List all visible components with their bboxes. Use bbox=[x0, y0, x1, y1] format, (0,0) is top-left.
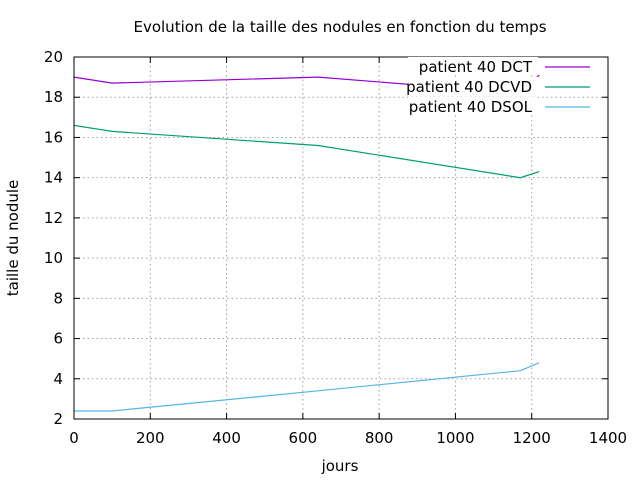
legend-label-2: patient 40 DCVD bbox=[406, 78, 532, 96]
y-tick-label: 18 bbox=[44, 88, 63, 106]
x-tick-label: 1200 bbox=[513, 429, 551, 447]
legend: patient 40 DCT patient 40 DCVD patient 40 … bbox=[406, 57, 590, 116]
y-tick-label: 16 bbox=[44, 128, 63, 146]
legend-entry-background bbox=[408, 97, 538, 115]
y-tick-label: 8 bbox=[53, 289, 63, 307]
y-tick-label: 4 bbox=[53, 370, 63, 388]
series-line-2 bbox=[73, 124, 540, 179]
legend-label-3: patient 40 DSOL bbox=[409, 98, 533, 116]
x-axis-label: jours bbox=[321, 457, 359, 475]
y-tick-label: 2 bbox=[53, 410, 63, 428]
y-tick-labels: 2 4 6 8 10 12 14 16 18 20 bbox=[44, 48, 63, 428]
y-tick-label: 6 bbox=[53, 330, 63, 348]
x-tick-label: 1000 bbox=[436, 429, 474, 447]
legend-label-1: patient 40 DCT bbox=[419, 58, 533, 76]
x-tick-label: 400 bbox=[212, 429, 241, 447]
grid bbox=[74, 57, 608, 419]
x-tick-labels: 0 200 400 600 800 1000 1200 1400 bbox=[69, 429, 627, 447]
x-tick-label: 0 bbox=[69, 429, 79, 447]
chart-title: Evolution de la taille des nodules en fo… bbox=[133, 18, 546, 36]
y-tick-label: 14 bbox=[44, 169, 63, 187]
legend-entry-background bbox=[408, 77, 538, 95]
x-tick-label: 600 bbox=[289, 429, 318, 447]
y-tick-label: 12 bbox=[44, 209, 63, 227]
y-tick-label: 20 bbox=[44, 48, 63, 66]
x-tick-label: 800 bbox=[365, 429, 394, 447]
x-tick-label: 1400 bbox=[589, 429, 627, 447]
plot-frame bbox=[73, 56, 609, 420]
y-tick-label: 10 bbox=[44, 249, 63, 267]
x-tick-label: 200 bbox=[136, 429, 165, 447]
legend-entry-background bbox=[408, 57, 538, 75]
series-line-3 bbox=[74, 362, 540, 412]
y-axis-label: taille du nodule bbox=[4, 180, 22, 296]
